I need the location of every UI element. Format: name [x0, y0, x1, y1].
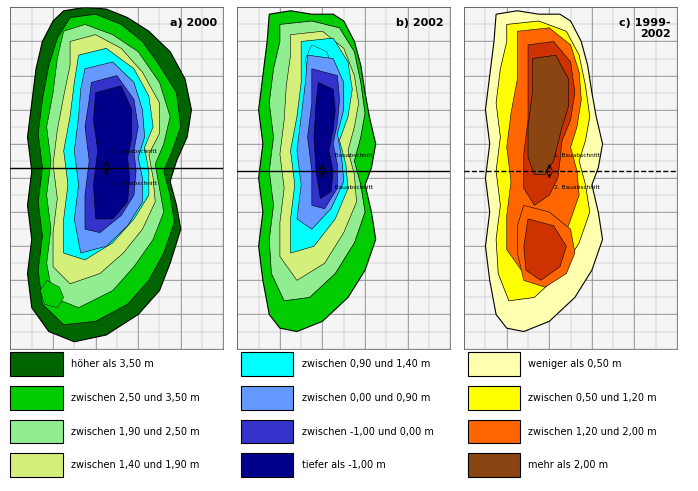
Polygon shape	[306, 45, 333, 79]
Text: zwischen 1,20 und 2,00 m: zwischen 1,20 und 2,00 m	[528, 427, 657, 436]
Text: zwischen 1,90 und 2,50 m: zwischen 1,90 und 2,50 m	[71, 427, 200, 436]
Bar	[10, 453, 63, 477]
Text: höher als 3,50 m: höher als 3,50 m	[71, 359, 154, 369]
Text: b) 2002: b) 2002	[396, 18, 444, 27]
Bar	[241, 386, 293, 410]
Text: 1. Bauabschnitt: 1. Bauabschnitt	[554, 153, 600, 158]
Bar	[468, 420, 520, 443]
Polygon shape	[85, 76, 138, 233]
Bar	[241, 453, 293, 477]
Polygon shape	[38, 14, 181, 325]
Polygon shape	[517, 205, 575, 287]
Bar	[10, 386, 63, 410]
Text: tiefer als -1,00 m: tiefer als -1,00 m	[302, 460, 385, 470]
Bar	[241, 420, 293, 443]
Text: zwischen 0,50 und 1,20 m: zwischen 0,50 und 1,20 m	[528, 393, 657, 403]
Polygon shape	[314, 82, 335, 198]
Text: zwischen 0,00 und 0,90 m: zwischen 0,00 und 0,90 m	[302, 393, 430, 403]
Polygon shape	[40, 280, 64, 308]
Polygon shape	[290, 38, 352, 253]
Text: zwischen 2,50 und 3,50 m: zwischen 2,50 und 3,50 m	[71, 393, 200, 403]
Polygon shape	[486, 11, 602, 331]
Polygon shape	[27, 7, 191, 342]
Polygon shape	[47, 25, 170, 308]
Text: 1. Bauabschnitt: 1. Bauabschnitt	[110, 149, 156, 154]
Polygon shape	[308, 69, 339, 209]
Text: zwischen 1,40 und 1,90 m: zwischen 1,40 und 1,90 m	[71, 460, 200, 470]
Bar	[10, 420, 63, 443]
Polygon shape	[524, 219, 566, 280]
Polygon shape	[64, 48, 153, 260]
Polygon shape	[74, 62, 144, 253]
Text: c) 1999-
2002: c) 1999- 2002	[619, 18, 671, 39]
Text: zwischen 0,90 und 1,40 m: zwischen 0,90 und 1,40 m	[302, 359, 430, 369]
Text: 2. Bauabschnitt: 2. Bauabschnitt	[554, 185, 600, 190]
Text: weniger als 0,50 m: weniger als 0,50 m	[528, 359, 622, 369]
Polygon shape	[524, 42, 575, 205]
Polygon shape	[496, 21, 590, 301]
Polygon shape	[280, 31, 359, 280]
Polygon shape	[53, 35, 160, 284]
Polygon shape	[507, 28, 581, 273]
Bar	[468, 353, 520, 376]
Text: mehr als 2,00 m: mehr als 2,00 m	[528, 460, 609, 470]
Polygon shape	[528, 55, 568, 175]
Polygon shape	[297, 55, 344, 229]
Text: zwischen -1,00 und 0,00 m: zwischen -1,00 und 0,00 m	[302, 427, 433, 436]
Text: 2. Bauabschnitt: 2. Bauabschnitt	[110, 181, 156, 187]
Bar	[241, 353, 293, 376]
Text: 2. Bauabschnitt: 2. Bauabschnitt	[327, 185, 373, 190]
Polygon shape	[259, 11, 376, 331]
Text: 1. Bauabschnitt: 1. Bauabschnitt	[327, 153, 373, 158]
Polygon shape	[269, 21, 365, 301]
Bar	[468, 453, 520, 477]
Text: a) 2000: a) 2000	[170, 18, 217, 27]
Bar	[10, 353, 63, 376]
Bar	[468, 386, 520, 410]
Polygon shape	[94, 86, 132, 219]
